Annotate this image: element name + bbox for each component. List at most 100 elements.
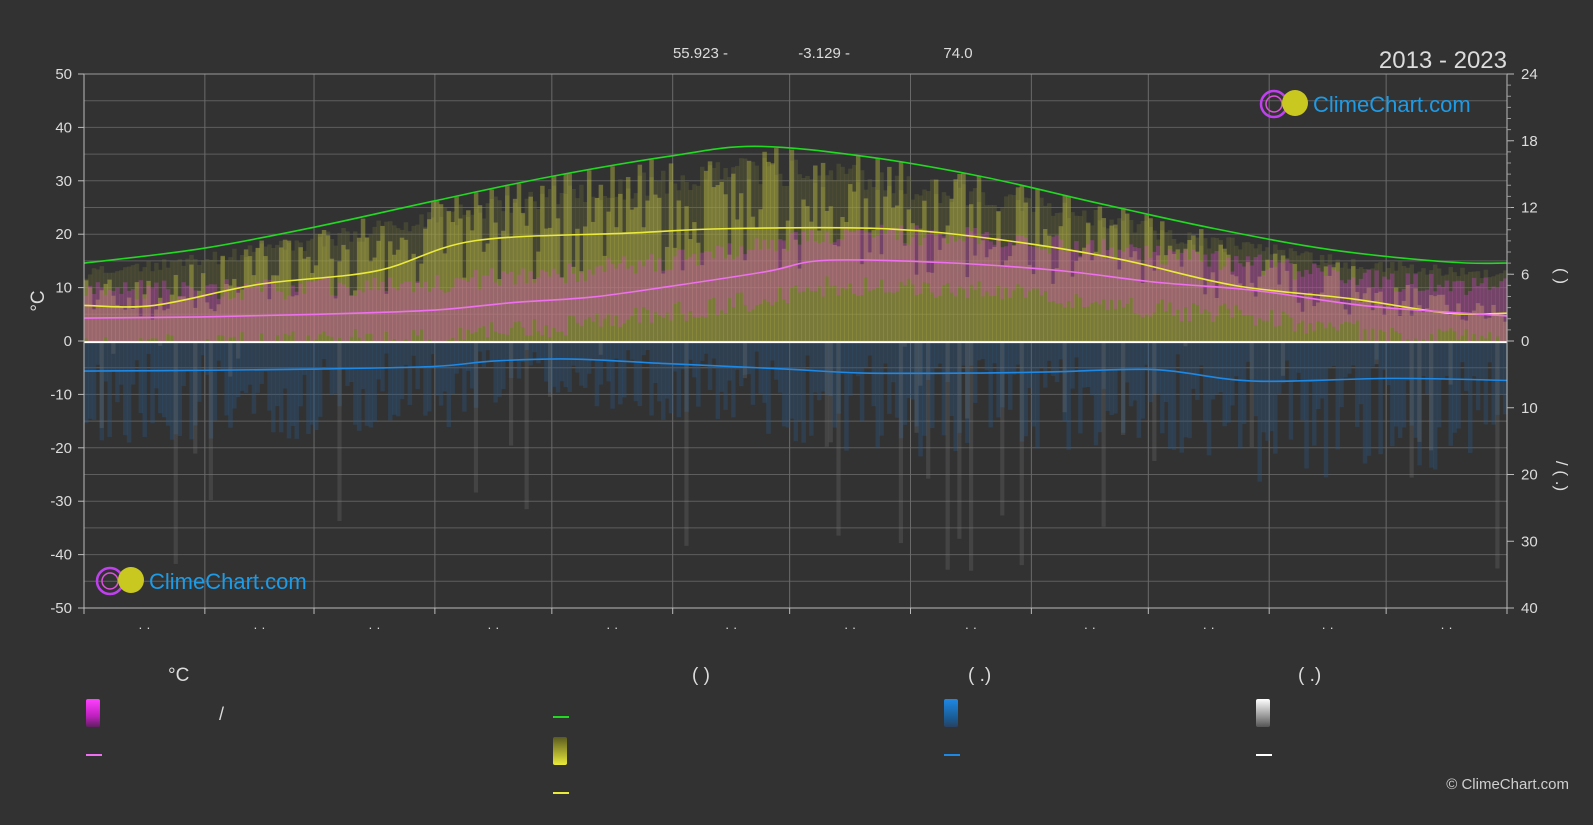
sunshine-bar [1397,315,1403,341]
daylight-bar [1343,262,1348,341]
daylight-bar [84,278,89,341]
precip-bar [427,341,432,412]
temp-range-bar [1183,250,1188,308]
precip-bar [692,341,697,378]
temp-range-bar [1347,279,1352,323]
temp-range-bar [243,283,249,341]
sunshine-bar [1261,270,1266,341]
daylight-bar [1284,257,1290,341]
daylight-bar [844,173,849,341]
sunshine-bar [551,176,557,341]
temp-range-bar [372,277,377,341]
precip-bar [894,341,900,418]
temp-range-bar [1499,281,1504,341]
temp-range-bar [1093,254,1099,302]
sunshine-bar [653,194,658,341]
precip-bar [793,341,799,442]
daylight-bar [824,175,830,341]
precip-bar [384,341,389,354]
precip-bar [532,341,537,353]
temp-range-bar [622,256,627,324]
precip-bar [777,341,783,393]
daylight-bar [204,258,210,341]
temp-range-bar [1413,273,1418,339]
sunshine-bar [1035,188,1040,341]
daylight-bar [1035,208,1040,341]
precip-bar [629,341,635,360]
precip-bar [1082,341,1087,388]
temp-range-bar [1163,264,1169,312]
daylight-bar [446,212,452,341]
temp-range-bar [672,256,678,304]
precip-bar [625,341,631,351]
precip-bar [243,341,249,393]
temp-range-bar [1354,284,1360,321]
sunshine-bar [536,251,541,341]
daylight-bar [154,262,159,341]
sunshine-bar [458,218,463,341]
sunshine-bar [1257,276,1262,341]
precip-bar [922,341,927,436]
month-label: · · [725,620,737,635]
precip-bar [407,341,413,405]
legend-temp-range-text: / [219,704,225,724]
daylight-bar [532,201,537,341]
daylight-bar [820,187,826,341]
daylight-bar [707,165,713,341]
precip-bar [781,341,787,427]
legend-temp-heading: °C [168,665,190,686]
right-top-tick-label: 12 [1521,200,1538,217]
snow-bar [957,341,962,539]
precip-bar [594,341,600,407]
temp-range-bar [1124,247,1130,305]
daylight-bar [232,248,237,341]
sunshine-bar [1101,218,1107,341]
daylight-bar [692,184,697,341]
snow-bar [547,341,553,397]
sunshine-bar [294,295,300,341]
temp-range-bar [1374,270,1379,341]
temp-range-bar [1483,277,1489,339]
precip-bar [598,341,604,385]
precip-bar [684,341,689,412]
precip-bar [302,341,307,375]
sunshine-bar [1023,202,1029,341]
precip-bar [1288,341,1294,440]
snow-bar [337,341,342,522]
daylight-bar [1132,232,1138,341]
precip-bar [1292,341,1298,381]
temp-range-bar [735,256,740,293]
sunshine-bar [1374,292,1379,341]
precip-bar [1093,341,1099,446]
sunshine-bar [1339,303,1344,341]
sunshine-bar [220,256,225,341]
temp-range-bar [1230,271,1235,318]
sunshine-bar [785,220,791,341]
daylight-bar [754,165,760,341]
precip-bar [1475,341,1481,411]
sunshine-bar [879,254,884,341]
precip-bar [1276,341,1282,395]
sunshine-bar [1148,218,1153,341]
temp-range-bar [926,233,931,284]
precip-bar [657,341,662,402]
temp-range-bar [551,268,557,329]
temp-range-bar [758,249,763,305]
temp-range-bar [512,284,518,323]
sunshine-bar [781,248,787,341]
sunshine-bar [372,257,377,341]
logo-bottom: ClimeChart.com [95,566,307,596]
daylight-bar [181,265,186,341]
precip-bar [1503,341,1508,415]
temp-range-bar [660,270,666,318]
temp-range-bar [664,270,670,313]
sunshine-bar [894,205,900,341]
sunshine-bar [360,218,366,341]
precip-bar [481,341,487,368]
precip-bar [610,341,615,409]
sunshine-bar [754,227,760,341]
daylight-bar [696,185,701,341]
temp-range-bar [1460,280,1465,336]
temp-range-bar [937,232,943,296]
month-label: · · [1322,620,1334,635]
